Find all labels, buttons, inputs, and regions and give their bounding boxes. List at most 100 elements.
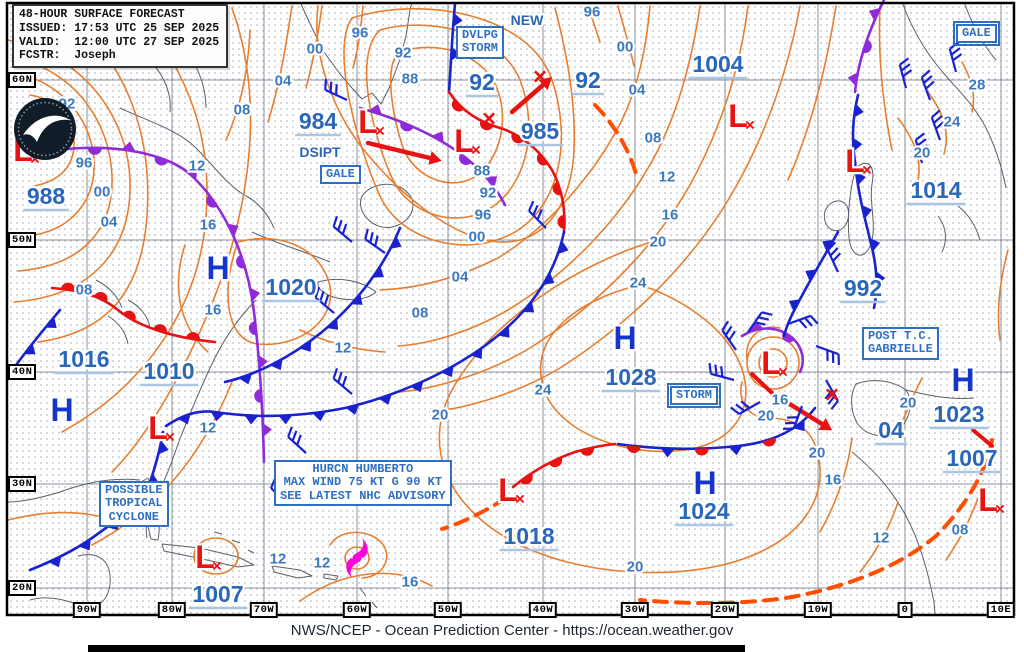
isobar — [267, 5, 293, 123]
isobar-value-label: 12 — [659, 169, 676, 186]
movement-arrow — [509, 82, 546, 115]
front-pip-triangle — [210, 411, 225, 422]
grid-layer — [7, 3, 1014, 615]
isobar — [897, 117, 920, 189]
latitude-label-60N: 60N — [8, 72, 37, 88]
isobar-value-label: 24 — [535, 382, 552, 399]
pressure-center-value: 1004 — [692, 51, 743, 77]
front-pip-triangle — [312, 411, 327, 422]
wind-barb-icon — [721, 320, 737, 351]
annotation-line: STORM — [676, 388, 713, 402]
isobar-value-label: 20 — [900, 395, 917, 412]
pressure-center-value: 1007 — [192, 581, 243, 607]
stationary-front — [616, 406, 817, 451]
isobar-value-label: 28 — [969, 77, 986, 94]
isobar-value-label: 88 — [474, 163, 491, 180]
wind-barb-icon — [920, 69, 935, 101]
low-center-x: × — [375, 122, 385, 141]
latitude-label-40N: 40N — [8, 364, 37, 380]
isobar-value-label: 00 — [307, 41, 324, 58]
front-pip-triangle — [351, 293, 363, 305]
pressure-center-value: 1023 — [933, 401, 984, 427]
annotation-text-new: NEW — [511, 12, 544, 28]
front-pip-triangle — [557, 240, 569, 255]
wind-barb-icon — [332, 215, 353, 243]
annotation-gale-west: GALE — [320, 165, 361, 185]
isobar-value-label: 12 — [189, 158, 206, 175]
low-position-x-mark: × — [825, 382, 839, 409]
trough-line — [440, 496, 508, 531]
low-position-x-mark: × — [482, 106, 496, 133]
wind-barb-icon — [914, 132, 929, 164]
coastline — [359, 587, 378, 609]
longitude-label-50W: 50W — [433, 602, 463, 618]
low-center-x: × — [212, 557, 222, 576]
isobar-label-layer: 9296000408121608040096928896000488929600… — [56, 1, 987, 593]
low-position-x-mark: × — [533, 64, 547, 91]
isobar — [539, 284, 747, 453]
front-pip-triangle — [185, 168, 198, 180]
movement-arrow — [785, 400, 825, 427]
front-pip-semicircle — [762, 437, 776, 447]
trough-layer — [440, 103, 994, 606]
front-pip-triangle — [410, 381, 424, 393]
coastline — [323, 573, 339, 581]
low-center-x: × — [515, 490, 525, 509]
isobar — [352, 5, 364, 69]
front-pip-triangle — [728, 445, 743, 456]
wind-barb-icon — [324, 79, 348, 101]
isobar-value-label: 20 — [809, 445, 826, 462]
annotation-gale-norway: GALE — [953, 20, 1000, 47]
wind-barb-icon — [824, 379, 839, 410]
bottom-border-bar — [88, 645, 745, 652]
wind-barb-icon — [787, 314, 819, 329]
low-center-x: × — [165, 428, 175, 447]
low-center-x: × — [862, 161, 872, 180]
high-pressure-symbol: H — [613, 320, 636, 356]
isobar-value-label: 20 — [432, 407, 449, 424]
longitude-label-60W: 60W — [342, 602, 372, 618]
wind-barb-icon — [708, 362, 735, 382]
tropical-layer — [346, 538, 368, 578]
isobar-value-label: 16 — [825, 472, 842, 489]
annotation-line: POSSIBLE — [105, 483, 163, 497]
isobar — [617, 5, 635, 67]
isobar-value-label: 20 — [914, 145, 931, 162]
annotation-line: GABRIELLE — [868, 342, 933, 357]
isobar-value-label: 24 — [630, 275, 647, 292]
front-pip-triangle — [238, 373, 253, 385]
coastline — [251, 231, 331, 263]
isobar — [397, 5, 701, 347]
small-label-layer: NEW DSIPT — [297, 10, 546, 163]
isobar-value-label: 16 — [205, 302, 222, 319]
movement-arrowhead — [428, 151, 442, 165]
isobar-value-label: 00 — [469, 229, 486, 246]
wind-barb-icon — [528, 200, 547, 229]
pressure-center-value: 1028 — [605, 364, 656, 390]
front-pip-triangle — [453, 12, 463, 27]
front-pip-triangle — [262, 422, 272, 437]
isobar — [305, 5, 323, 89]
isobar-value-label: 96 — [475, 207, 492, 224]
isobar-value-label: 08 — [76, 282, 93, 299]
low-pressure-symbol: L — [195, 539, 215, 575]
trough-line — [638, 438, 994, 606]
front-pip-semicircle — [236, 254, 246, 269]
annotation-post-tc-gabrielle: POST T.C. GABRIELLE — [862, 327, 939, 360]
isobar — [61, 7, 208, 433]
front-pip-triangle — [853, 103, 864, 118]
annotation-line: GALE — [962, 26, 991, 40]
high-pressure-symbol: H — [50, 392, 73, 428]
wind-barb-icon — [898, 57, 913, 89]
pressure-center-value: 1020 — [265, 274, 316, 300]
latitude-label-30N: 30N — [8, 476, 37, 492]
isobar-value-label: 20 — [627, 559, 644, 576]
wind-barb-icon — [747, 311, 773, 333]
isobar — [997, 249, 1009, 341]
isobar — [177, 244, 209, 353]
front-pip-triangle — [299, 340, 312, 352]
isobar — [961, 61, 975, 113]
coastline — [823, 200, 850, 232]
longitude-label-30W: 30W — [620, 602, 650, 618]
